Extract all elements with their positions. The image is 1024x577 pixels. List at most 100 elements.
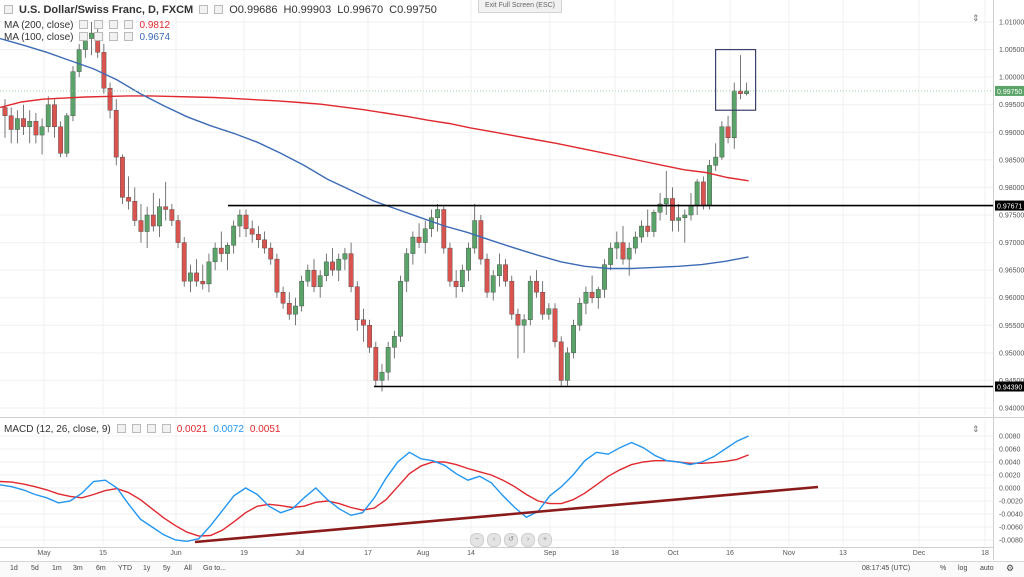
ma100-settings-icon[interactable] bbox=[94, 32, 104, 41]
open-value: O0.99686 bbox=[229, 4, 278, 16]
candle bbox=[206, 261, 212, 285]
settings-gear-icon[interactable]: ⚙ bbox=[1006, 563, 1015, 573]
macd-settings-icon[interactable] bbox=[131, 424, 141, 433]
candle bbox=[534, 280, 539, 293]
candle bbox=[583, 292, 589, 304]
range-1y[interactable]: 1y bbox=[143, 565, 151, 572]
macd-more-icon[interactable] bbox=[161, 424, 171, 433]
zoom-in-icon[interactable]: + bbox=[538, 533, 552, 547]
candle bbox=[614, 242, 620, 249]
highlight-box bbox=[714, 48, 757, 111]
resistance-label-bg bbox=[995, 200, 1024, 211]
candle bbox=[311, 269, 317, 287]
y-tick-label: 0.96000 bbox=[999, 295, 1024, 302]
y-tick-label: 1.00000 bbox=[999, 75, 1024, 82]
range-all[interactable]: All bbox=[184, 565, 192, 572]
ma100-close-icon[interactable] bbox=[109, 32, 119, 41]
symbol-square-icon[interactable] bbox=[4, 5, 13, 14]
y-tick-label: 0.98000 bbox=[999, 185, 1024, 192]
candle bbox=[478, 220, 484, 260]
candle bbox=[33, 121, 39, 136]
range-5d[interactable]: 5d bbox=[31, 565, 39, 572]
candle bbox=[521, 319, 527, 326]
candle bbox=[373, 347, 379, 381]
ma200-eye-icon[interactable] bbox=[79, 20, 89, 29]
macd-y-tick-label: -0.0080 bbox=[999, 538, 1023, 545]
candle bbox=[503, 264, 508, 282]
candle bbox=[64, 115, 70, 154]
range-1d[interactable]: 1d bbox=[10, 565, 18, 572]
chart-nav-controls: − ‹ ↺ › + bbox=[470, 528, 555, 547]
candle bbox=[459, 269, 465, 287]
macd-y-tick-label: 0.0080 bbox=[999, 434, 1021, 441]
y-tick-label: 0.96500 bbox=[999, 268, 1024, 275]
candle bbox=[571, 325, 576, 354]
reset-icon[interactable]: ↺ bbox=[504, 533, 518, 547]
candle bbox=[639, 225, 644, 238]
candle bbox=[738, 90, 743, 94]
ma200-value: 0.9812 bbox=[139, 20, 171, 31]
scroll-right-icon[interactable]: › bbox=[521, 533, 535, 547]
candle bbox=[361, 319, 366, 326]
candle bbox=[107, 87, 113, 111]
candle bbox=[330, 261, 335, 271]
macd-legend: MACD (12, 26, close, 9) 0.0021 0.0072 0.005… bbox=[4, 424, 287, 435]
candle bbox=[410, 236, 416, 254]
candle bbox=[89, 32, 94, 39]
chart-title: U.S. Dollar/Swiss Franc, D, FXCM bbox=[19, 4, 194, 16]
candle bbox=[39, 126, 45, 136]
signal-line bbox=[0, 454, 749, 537]
x-tick-label: Nov bbox=[783, 550, 796, 557]
percent-toggle[interactable]: % bbox=[940, 565, 947, 572]
ma200-line bbox=[0, 95, 749, 182]
candle bbox=[527, 280, 533, 320]
y-tick-label: 0.97000 bbox=[999, 240, 1024, 247]
zoom-out-icon[interactable]: − bbox=[470, 533, 484, 547]
range-1m[interactable]: 1m bbox=[52, 565, 62, 572]
candle bbox=[163, 206, 169, 210]
macd-eye-icon[interactable] bbox=[116, 424, 126, 433]
candle bbox=[342, 253, 348, 260]
macd-value-1: 0.0021 bbox=[176, 424, 208, 435]
settings-square-icon[interactable] bbox=[199, 5, 209, 14]
auto-toggle[interactable]: auto bbox=[980, 565, 994, 572]
ma100-eye-icon[interactable] bbox=[79, 32, 89, 41]
y-tick-label: 0.99000 bbox=[999, 130, 1024, 137]
range-ytd[interactable]: YTD bbox=[118, 565, 132, 572]
range-5y[interactable]: 5y bbox=[163, 565, 171, 572]
macd-close-icon[interactable] bbox=[146, 424, 156, 433]
ma200-close-icon[interactable] bbox=[109, 20, 119, 29]
log-toggle[interactable]: log bbox=[958, 565, 968, 572]
eye-square-icon[interactable] bbox=[214, 5, 224, 14]
price-legend: U.S. Dollar/Swiss Franc, D, FXCM O0.99686… bbox=[4, 4, 443, 16]
candle bbox=[602, 264, 607, 290]
candle bbox=[138, 220, 144, 232]
ma200-legend: MA (200, close) 0.9812 bbox=[4, 20, 176, 31]
macd-trendline bbox=[194, 485, 819, 544]
ma200-more-icon[interactable] bbox=[124, 20, 134, 29]
candle bbox=[336, 258, 342, 271]
goto-button[interactable]: Go to... bbox=[203, 565, 226, 572]
y-tick-label: 0.98500 bbox=[999, 157, 1024, 164]
ma100-more-icon[interactable] bbox=[124, 32, 134, 41]
scroll-left-icon[interactable]: ‹ bbox=[487, 533, 501, 547]
candle bbox=[181, 242, 187, 282]
candle bbox=[212, 247, 218, 263]
candle bbox=[194, 272, 199, 282]
macd-y-tick-label: 0.0060 bbox=[999, 447, 1021, 454]
macd-y-tick-label: 0.0040 bbox=[999, 460, 1021, 467]
candle bbox=[552, 308, 558, 343]
candle bbox=[422, 228, 428, 243]
candle bbox=[540, 292, 546, 315]
maximize-pane-icon[interactable]: ⇕ bbox=[972, 13, 980, 23]
range-3m[interactable]: 3m bbox=[73, 565, 83, 572]
macd-pane-controls-icon[interactable]: ⇕ bbox=[972, 424, 980, 434]
candle bbox=[453, 280, 459, 287]
candle bbox=[447, 247, 453, 282]
range-6m[interactable]: 6m bbox=[96, 565, 106, 572]
ma200-settings-icon[interactable] bbox=[94, 20, 104, 29]
candle bbox=[262, 239, 267, 249]
exit-fullscreen-button[interactable]: Exit Full Screen (ESC) bbox=[478, 0, 563, 13]
candles-group bbox=[2, 22, 750, 392]
